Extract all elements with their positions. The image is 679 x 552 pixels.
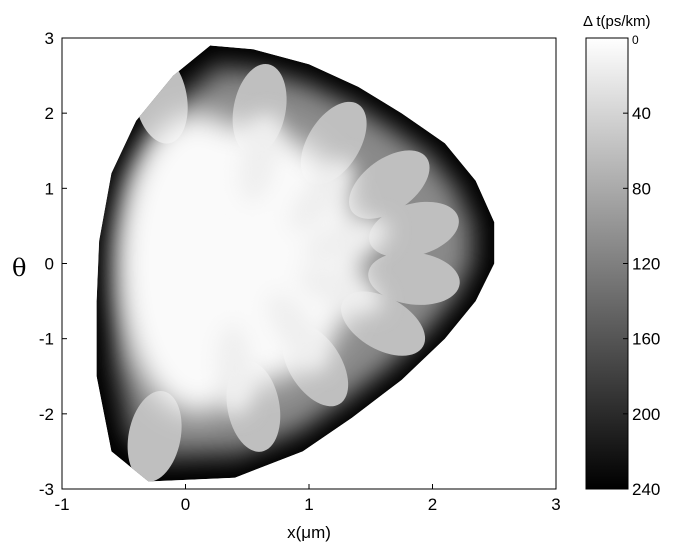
- heatmap-lobe: [369, 201, 459, 258]
- colorbar-tick-label: 0: [632, 33, 639, 47]
- colorbar-tick-label: 40: [632, 104, 651, 123]
- colorbar-tick-label: 240: [632, 480, 660, 499]
- colorbar-tick-label: 80: [632, 179, 651, 198]
- heatmap-region-fill: [96, 45, 495, 482]
- heatmap-lobes: [127, 52, 460, 482]
- y-tick-label: 3: [45, 29, 54, 48]
- y-tick-label: -2: [39, 405, 54, 424]
- colorbar-title: Δ t(ps/km): [583, 13, 651, 30]
- y-tick-label: -3: [39, 480, 54, 499]
- heatmap-plot: [96, 45, 495, 482]
- y-tick-label: 0: [45, 255, 54, 274]
- x-axis-ticks: -1 0 1 2 3: [54, 484, 561, 514]
- heatmap-lobe: [349, 150, 430, 219]
- colorbar-tick-label: 160: [632, 330, 660, 349]
- heatmap-core-spike: [288, 160, 355, 232]
- heatmap-lobe: [368, 252, 460, 305]
- y-axis-ticks: -3 -2 -1 0 1 2 3: [39, 29, 67, 499]
- x-tick-label: -1: [54, 495, 69, 514]
- heatmap-core-spike: [267, 292, 326, 370]
- heatmap-core-spikes: [216, 114, 390, 414]
- x-tick-label: 3: [551, 495, 560, 514]
- heatmap-core-spike: [216, 323, 254, 414]
- x-axis-label: x(μm): [287, 523, 331, 542]
- heatmap-core-spike: [239, 114, 280, 203]
- x-tick-label: 1: [304, 495, 313, 514]
- y-axis-label: θ: [12, 254, 26, 282]
- colorbar-tick-label: 200: [632, 405, 660, 424]
- colorbar-tick-label: 120: [632, 255, 660, 274]
- colorbar-ticks: 0 40 80 120 160 200 240: [623, 33, 660, 499]
- y-tick-label: 2: [45, 104, 54, 123]
- heatmap-lobe: [127, 391, 182, 482]
- heatmap-core-spike: [302, 219, 390, 263]
- x-tick-label: 2: [428, 495, 437, 514]
- colorbar: [585, 37, 629, 490]
- y-tick-label: 1: [45, 179, 54, 198]
- heatmap-region: [96, 45, 495, 482]
- x-tick-label: 0: [181, 495, 190, 514]
- heatmap-core-spike: [297, 266, 383, 313]
- y-tick-label: -1: [39, 330, 54, 349]
